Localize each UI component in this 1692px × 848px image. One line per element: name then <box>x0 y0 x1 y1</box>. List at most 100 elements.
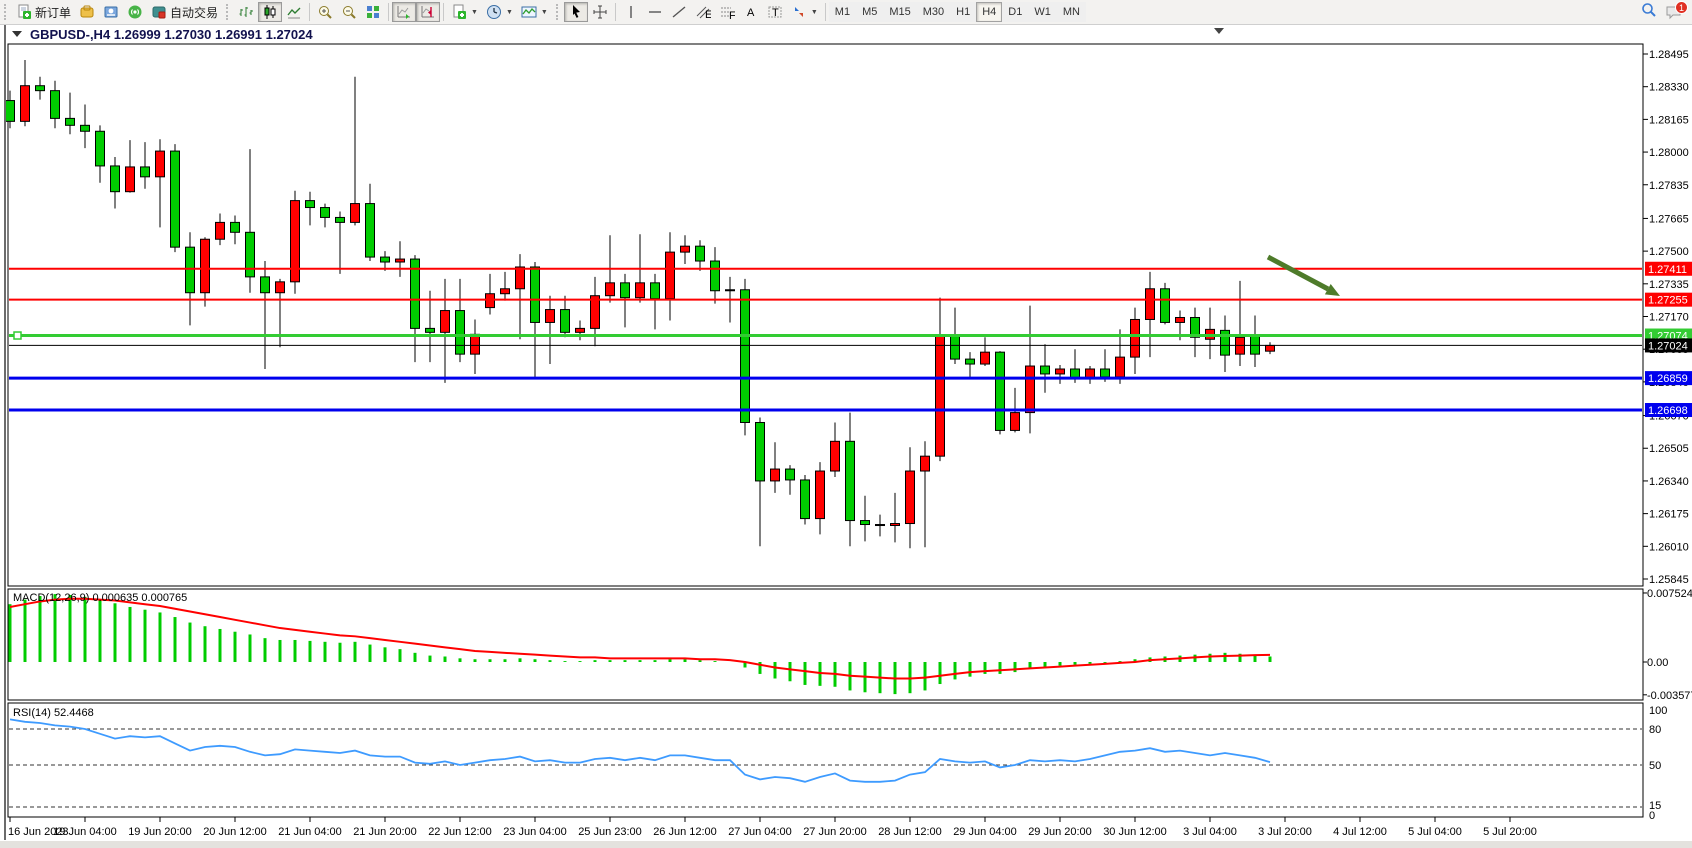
annotation-arrow[interactable] <box>1266 254 1340 296</box>
candle <box>965 358 975 365</box>
time-tick-label: 27 Jun 04:00 <box>728 826 792 838</box>
timeframe-m5[interactable]: M5 <box>856 2 884 22</box>
cursor-button[interactable] <box>563 2 588 22</box>
toolbar-grip <box>226 4 232 20</box>
candle <box>290 200 300 283</box>
search-icon[interactable] <box>1640 1 1658 24</box>
candle <box>245 231 255 278</box>
price-tick-label: 1.25845 <box>1649 574 1689 586</box>
chart-shift-marker-icon[interactable] <box>1214 28 1224 34</box>
tile-windows-icon <box>367 6 380 18</box>
candle <box>650 282 660 300</box>
tile-windows-button[interactable] <box>361 2 385 22</box>
candle <box>50 90 60 119</box>
candle <box>695 245 705 262</box>
price-tag <box>1645 261 1692 276</box>
candle <box>1190 316 1200 338</box>
price-tags: 1.274111.272551.270741.270241.268591.266… <box>1645 261 1692 418</box>
time-tick-label: 4 Jul 12:00 <box>1333 826 1387 838</box>
candle <box>200 238 210 294</box>
auto-scroll-button[interactable] <box>392 2 417 22</box>
text-button[interactable]: A <box>739 2 763 22</box>
price-tag-label: 1.26698 <box>1648 405 1688 417</box>
fibonacci-button[interactable]: F <box>715 2 739 22</box>
toolbar-separator <box>388 3 390 21</box>
virtual-hosting-button[interactable] <box>99 2 123 22</box>
zoom-out-button[interactable] <box>337 2 361 22</box>
candlestick-chart-button[interactable] <box>258 2 283 22</box>
virtual-hosting-icon <box>104 6 118 18</box>
hline-selection-marker[interactable] <box>13 331 22 340</box>
arrows-button[interactable]: ▼ <box>787 2 822 22</box>
timeframe-d1[interactable]: D1 <box>1002 2 1029 22</box>
price-tick-label: 1.26175 <box>1649 509 1689 521</box>
crosshair-button[interactable] <box>588 2 612 22</box>
mql-market-button[interactable] <box>75 2 99 22</box>
line-chart-button[interactable] <box>282 2 306 22</box>
timeframe-m15[interactable]: M15 <box>883 2 917 22</box>
time-tick-label: 23 Jun 04:00 <box>503 826 567 838</box>
macd-pane[interactable] <box>7 588 1644 701</box>
candle <box>1145 288 1155 320</box>
signals-button[interactable] <box>123 2 147 22</box>
autotrade-button[interactable]: 自动交易 <box>147 2 222 22</box>
timeframe-w1[interactable]: W1 <box>1028 2 1057 22</box>
horizontal-line-button[interactable] <box>643 2 667 22</box>
vertical-line-button[interactable] <box>619 2 643 22</box>
macd-axis-label: -0.003577 <box>1647 690 1692 702</box>
candle <box>800 479 810 520</box>
macd-axis-label: 0.007524 <box>1647 588 1692 600</box>
timeframe-h1[interactable]: H1 <box>950 2 977 22</box>
candle <box>5 100 15 122</box>
rsi-axis-label: 15 <box>1649 800 1661 812</box>
new-chart-button[interactable]: ▼ <box>447 2 482 22</box>
bar-chart-button[interactable] <box>234 2 258 22</box>
main-pane[interactable] <box>7 43 1644 587</box>
auto-scroll-icon <box>397 6 411 19</box>
candle <box>1265 344 1275 352</box>
timeframe-m1[interactable]: M1 <box>828 2 857 22</box>
candle <box>935 334 945 457</box>
candle <box>995 351 1005 431</box>
price-axis[interactable]: 1.28495 1.28330 1.28165 1.28000 1.27835 1.276… <box>1643 49 1689 586</box>
candle <box>920 455 930 472</box>
line-chart-icon <box>287 7 301 19</box>
candle <box>680 245 690 253</box>
periods-button[interactable]: ▼ <box>482 2 517 22</box>
chart-shift-button[interactable] <box>416 2 441 22</box>
candle <box>1055 368 1065 375</box>
candle <box>1070 368 1080 379</box>
trendline-button[interactable] <box>667 2 691 22</box>
price-tag <box>1645 338 1692 353</box>
mql-market-icon <box>80 5 94 18</box>
rsi-axis-label: 50 <box>1649 760 1661 772</box>
candle <box>395 258 405 263</box>
price-tick-label: 1.28000 <box>1649 147 1689 159</box>
time-tick-label: 5 Jul 20:00 <box>1483 826 1537 838</box>
macd-indicator: 0.007524 0.00 -0.003577 <box>8 588 1692 702</box>
candle <box>1160 288 1170 323</box>
zoom-in-button[interactable] <box>313 2 337 22</box>
equidistant-channel-button[interactable]: E <box>691 2 715 22</box>
text-label-button[interactable]: T <box>763 2 787 22</box>
candle <box>155 150 165 178</box>
time-tick-label: 29 Jun 04:00 <box>953 826 1017 838</box>
horizontal-line-objects[interactable] <box>9 267 1642 412</box>
rsi-axis-label: 80 <box>1649 724 1661 736</box>
rsi-pane[interactable] <box>7 702 1644 818</box>
templates-button[interactable]: ▼ <box>517 2 552 22</box>
collapse-panel-icon[interactable] <box>12 31 22 37</box>
rsi-line <box>9 718 1271 783</box>
timeframe-h4[interactable]: H4 <box>976 2 1003 22</box>
candle <box>125 166 135 193</box>
candle <box>770 468 780 482</box>
timeframe-mn[interactable]: MN <box>1056 2 1086 22</box>
notifications-icon[interactable]: 1 <box>1664 1 1688 22</box>
timeframe-m30[interactable]: M30 <box>916 2 951 22</box>
candle <box>365 203 375 258</box>
toolbar-right: 1 <box>1640 1 1688 24</box>
new-order-button[interactable]: 新订单 <box>12 2 75 22</box>
